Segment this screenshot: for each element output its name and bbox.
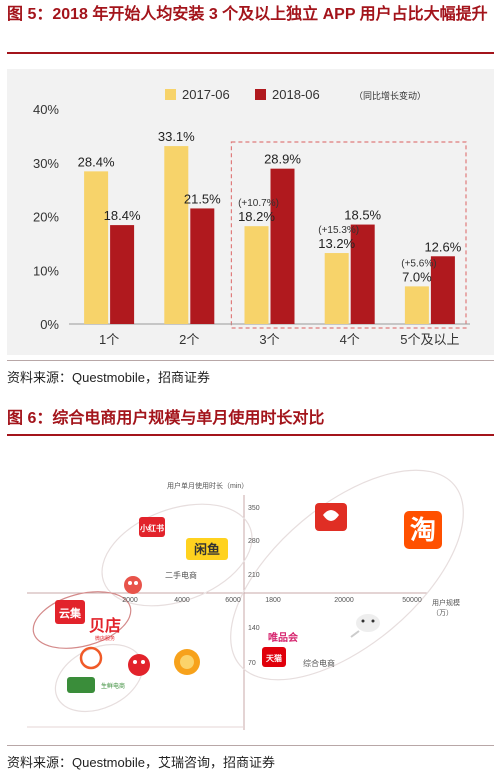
label-2018-2: 28.9% <box>264 152 301 167</box>
y-tick-0: 0% <box>40 317 59 332</box>
x-tick-left-1: 4000 <box>174 597 190 604</box>
y-tick-3: 30% <box>33 156 59 171</box>
x-tick-left-2: 6000 <box>225 597 241 604</box>
bar-2017-2 <box>244 226 269 324</box>
y-tick-2: 20% <box>33 210 59 225</box>
legend-label-2017: 2017-06 <box>182 87 230 102</box>
zhuanzhuan-logo <box>124 576 142 594</box>
label-2017-1: 33.1% <box>158 129 195 144</box>
pinduoduo-logo <box>315 503 347 531</box>
xiaohongshu-logo: 小红书 <box>139 517 165 537</box>
annotation-4: (+5.6%) <box>401 258 436 269</box>
xianyu-label: 闲鱼 <box>194 542 220 557</box>
annotation-3: (+15.3%) <box>318 225 359 236</box>
figure6-xlabel-2: （万） <box>432 609 453 617</box>
suning-logo <box>174 649 200 675</box>
x-tick-right-2: 50000 <box>402 597 422 604</box>
beidian-logo: 贝店 微店服务 <box>89 616 121 642</box>
figure6-title: 图 6：综合电商用户规模与单月使用时长对比 <box>7 410 325 427</box>
figure5-chart-svg: 0% 10% 20% 30% 40% 2017-06 2018-06 （同比增长变动） 28.4… <box>33 87 470 347</box>
bar-2018-0 <box>110 225 135 324</box>
bar-2017-1 <box>164 146 189 324</box>
x-tick-2: 3个 <box>259 332 279 347</box>
bar-2017-4 <box>404 286 429 324</box>
x-tick-4: 5个及以上 <box>400 332 459 347</box>
figure5-title: 图 5：2018 年开始人均安装 3 个及以上独立 APP 用户占比大幅提升 <box>7 6 488 23</box>
bar-2017-3 <box>324 253 349 324</box>
fresh-logo: 生鲜电商 <box>67 677 125 693</box>
annotation-2: (+10.7%) <box>238 198 279 209</box>
figure6-chart: 用户单月使用时长（min） 用户规模 （万） 2000 4000 6000 18… <box>7 455 494 740</box>
tmall-label: 天猫 <box>266 653 282 663</box>
bar-2017-0 <box>84 171 109 324</box>
label-2017-0: 28.4% <box>78 154 115 169</box>
y-tick-1: 10% <box>33 263 59 278</box>
group-ellipse-second-hand <box>101 503 253 607</box>
label-2018-0: 18.4% <box>104 208 141 223</box>
xiaohongshu-label: 小红书 <box>139 523 164 533</box>
figure6-xlabel-1: 用户规模 <box>432 598 460 607</box>
x-tick-left-0: 2000 <box>122 597 138 604</box>
figure6-bottom-rule <box>7 745 494 746</box>
figure5-chart: 0% 10% 20% 30% 40% 2017-06 2018-06 （同比增长变动） 28.4… <box>7 69 494 355</box>
x-tick-3: 4个 <box>340 332 360 347</box>
label-2017-3: 13.2% <box>318 236 355 251</box>
figure6-ylabel: 用户单月使用时长（min） <box>167 481 248 490</box>
x-tick-1: 2个 <box>179 332 199 347</box>
kaola-logo <box>128 654 150 676</box>
beidian-label: 贝店 <box>89 616 121 635</box>
label-2017-4: 7.0% <box>402 269 432 284</box>
bar-2018-4 <box>430 256 455 324</box>
legend-swatch-2018 <box>255 89 266 100</box>
legend-swatch-2017 <box>165 89 176 100</box>
y-tick-bottom-0: 140 <box>248 625 260 632</box>
bar-2018-1 <box>190 208 215 324</box>
x-tick-right-1: 20000 <box>334 597 354 604</box>
beidian-sub-label: 微店服务 <box>95 635 115 642</box>
group-label-comprehensive: 综合电商 <box>303 658 335 668</box>
figure6-source: 资料来源：Questmobile，艾瑞咨询，招商证券 <box>7 755 275 770</box>
tmall-logo: 天猫 <box>262 647 286 667</box>
group-ellipse-social <box>32 591 132 649</box>
label-2018-3: 18.5% <box>344 208 381 223</box>
xianyu-logo: 闲鱼 <box>186 538 228 560</box>
label-2018-4: 12.6% <box>424 239 461 254</box>
vip-label: 唯品会 <box>268 631 298 644</box>
group-label-second-hand: 二手电商 <box>165 570 197 580</box>
jd-logo <box>350 614 380 638</box>
figure5-source: 资料来源：Questmobile，招商证券 <box>7 370 210 385</box>
taobao-logo: 淘 <box>404 511 442 549</box>
y-tick-top-2: 210 <box>248 572 260 579</box>
bar-2018-2 <box>270 168 295 324</box>
x-tick-right-0: 1800 <box>265 597 281 604</box>
y-tick-4: 40% <box>33 102 59 117</box>
taobao-label: 淘 <box>410 515 436 545</box>
meiriyouxian-logo <box>79 646 103 670</box>
group-ellipse-fresh <box>54 643 144 713</box>
x-tick-0: 1个 <box>99 332 119 347</box>
figure6-title-rule <box>7 434 494 436</box>
figure5-title-rule <box>7 52 494 54</box>
figure5-bottom-rule <box>7 360 494 361</box>
legend-label-2018: 2018-06 <box>272 87 320 102</box>
fresh-sub-label: 生鲜电商 <box>101 682 125 690</box>
figure6-chart-svg: 用户单月使用时长（min） 用户规模 （万） 2000 4000 6000 18… <box>27 469 464 730</box>
legend-note: （同比增长变动） <box>354 90 426 101</box>
group-ellipse-comprehensive <box>230 469 464 681</box>
bar-2018-3 <box>350 224 375 324</box>
y-tick-top-1: 280 <box>248 538 260 545</box>
yunji-logo: 云集 <box>55 600 85 624</box>
label-2018-1: 21.5% <box>184 191 221 206</box>
y-tick-top-0: 350 <box>248 505 260 512</box>
label-2017-2: 18.2% <box>238 209 275 224</box>
vip-logo: 唯品会 <box>268 631 298 644</box>
yunji-label: 云集 <box>59 606 82 620</box>
y-tick-bottom-1: 70 <box>248 660 256 667</box>
